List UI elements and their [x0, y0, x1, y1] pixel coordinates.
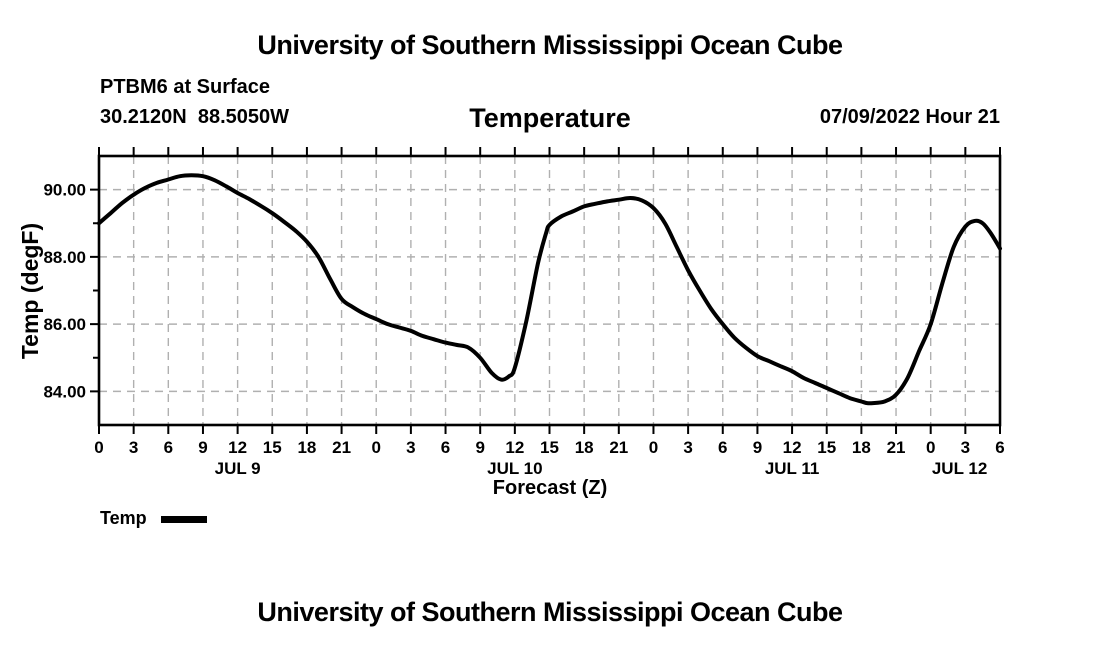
x-tick-label: 0 [926, 438, 935, 457]
x-tick-label: 15 [817, 438, 836, 457]
x-tick-label: 9 [198, 438, 207, 457]
x-tick-label: 18 [852, 438, 871, 457]
x-tick-label: 18 [575, 438, 594, 457]
page-title: University of Southern Mississippi Ocean… [257, 30, 843, 60]
x-tick-label: 12 [505, 438, 524, 457]
x-tick-label: 6 [718, 438, 727, 457]
day-label: JUL 11 [765, 459, 820, 478]
x-tick-label: 0 [94, 438, 103, 457]
x-tick-label: 15 [263, 438, 282, 457]
legend-line-swatch [160, 515, 207, 523]
x-tick-label: 0 [371, 438, 380, 457]
x-tick-label: 18 [297, 438, 316, 457]
chart-title: Temperature [469, 103, 631, 133]
day-label: JUL 9 [215, 459, 261, 478]
legend-label: Temp [100, 507, 147, 528]
y-tick-label: 90.00 [43, 181, 86, 200]
x-tick-label: 21 [887, 438, 906, 457]
y-tick-label: 84.00 [43, 382, 86, 401]
x-tick-label: 12 [783, 438, 802, 457]
x-tick-label: 3 [961, 438, 970, 457]
x-tick-label: 21 [609, 438, 628, 457]
legend: Temp [100, 508, 207, 528]
x-tick-label: 12 [228, 438, 247, 457]
x-tick-label: 3 [129, 438, 138, 457]
y-tick-label: 88.00 [43, 248, 86, 267]
station-label: PTBM6 at Surface [100, 76, 271, 98]
y-tick-label: 86.00 [43, 315, 86, 334]
x-tick-label: 6 [995, 438, 1004, 457]
day-label: JUL 10 [487, 459, 542, 478]
coordinates-label: 30.2120N 88.5050W [100, 106, 290, 128]
day-label: JUL 12 [932, 459, 987, 478]
x-tick-label: 0 [649, 438, 658, 457]
x-tick-label: 9 [475, 438, 484, 457]
x-tick-label: 9 [753, 438, 762, 457]
x-tick-label: 6 [164, 438, 173, 457]
datetime-label: 07/09/2022 Hour 21 [819, 106, 1000, 128]
x-tick-label: 3 [683, 438, 692, 457]
x-tick-label: 15 [540, 438, 559, 457]
x-tick-label: 6 [441, 438, 450, 457]
x-axis-label: Forecast (Z) [492, 477, 608, 499]
x-tick-label: 21 [332, 438, 351, 457]
x-tick-label: 3 [406, 438, 415, 457]
next-page-title: University of Southern Mississippi Ocean… [257, 597, 843, 627]
temp-curve [97, 173, 1002, 406]
